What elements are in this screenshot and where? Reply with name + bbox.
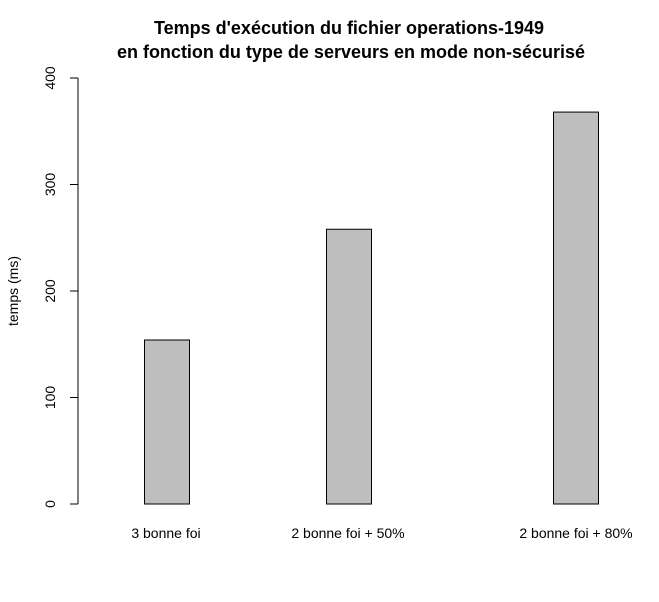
y-tick-label: 100	[42, 386, 58, 410]
y-tick-label: 0	[42, 500, 58, 508]
bars-group	[144, 111, 599, 505]
y-tick-label: 400	[42, 66, 58, 90]
x-tick-label: 3 bonne foi	[131, 525, 200, 541]
bar	[553, 111, 599, 505]
bar	[144, 339, 190, 505]
chart-title-line-1: Temps d'exécution du fichier operations-…	[154, 18, 544, 38]
y-tick-label: 300	[42, 173, 58, 197]
y-tick-label: 200	[42, 279, 58, 303]
x-tick-labels: 3 bonne foi 2 bonne foi + 50% 2 bonne foi …	[131, 525, 632, 541]
y-axis: 0 100 200 300 400	[42, 66, 79, 508]
x-tick-label: 2 bonne foi + 80%	[519, 525, 632, 541]
chart-title-line-2: en fonction du type de serveurs en mode …	[117, 42, 585, 62]
bar	[326, 228, 372, 505]
y-axis-label: temps (ms)	[5, 256, 21, 326]
x-tick-label: 2 bonne foi + 50%	[291, 525, 404, 541]
